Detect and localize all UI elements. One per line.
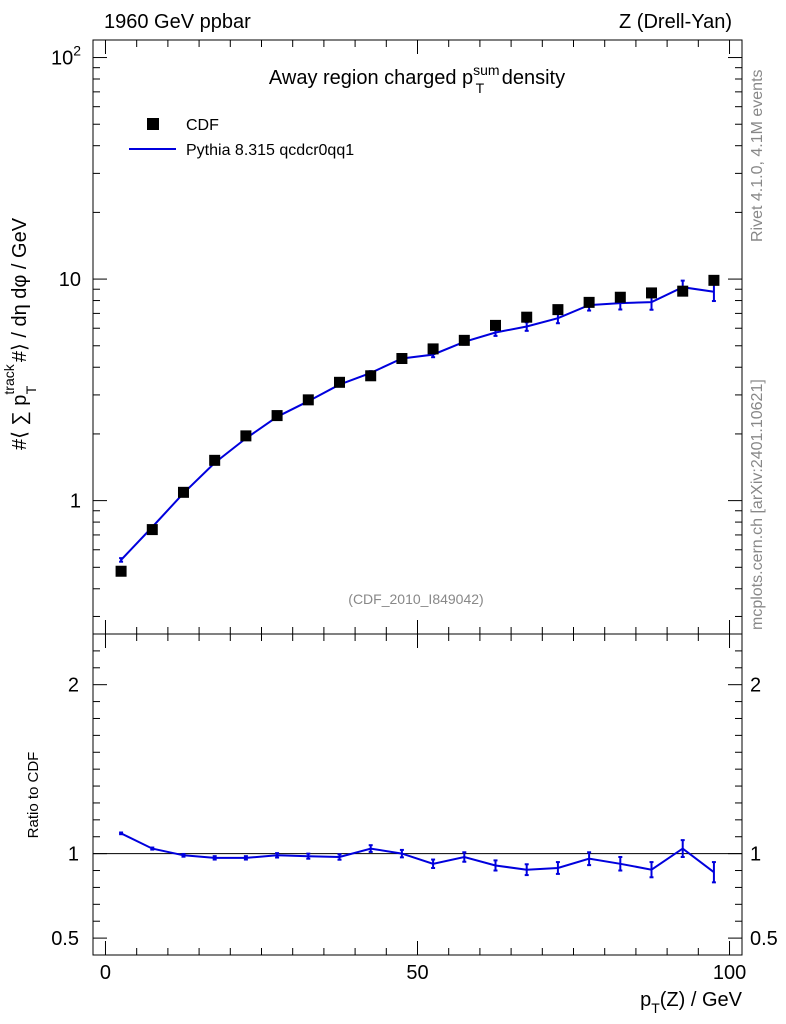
pythia-line bbox=[120, 286, 715, 561]
cdf-data-point bbox=[333, 376, 345, 388]
cdf-data-point bbox=[458, 334, 470, 346]
main-title: Away region charged psum T density bbox=[269, 62, 565, 96]
cdf-data-point bbox=[240, 430, 252, 442]
x-tick-label: 0 bbox=[100, 962, 111, 984]
cdf-data-point bbox=[614, 291, 626, 303]
ratio-y-tick-label-right: 1 bbox=[750, 844, 761, 866]
x-tick-label: 50 bbox=[406, 962, 428, 984]
header-right-label: Z (Drell-Yan) bbox=[619, 11, 732, 33]
cdf-data-point bbox=[521, 311, 533, 323]
cdf-data-point bbox=[115, 565, 127, 577]
main-ylabel: #⟨ ∑ ptrack T #⟩ / dη dφ / GeV bbox=[1, 217, 39, 450]
cdf-data-point bbox=[708, 274, 720, 286]
cdf-data-point bbox=[396, 353, 408, 365]
cdf-data-point bbox=[302, 394, 314, 406]
cdf-data-point bbox=[490, 319, 502, 331]
cdf-data-point bbox=[177, 486, 189, 498]
ratio-y-tick-label: 1 bbox=[68, 844, 79, 866]
x-axis-label: pT(Z) / GeV bbox=[640, 989, 743, 1016]
header-left-label: 1960 GeV ppbar bbox=[104, 11, 251, 33]
main-panel: 1 10 102 Away region charged psum T density… bbox=[1, 39, 743, 635]
x-tick-label: 100 bbox=[713, 962, 746, 984]
rivet-version-label: Rivet 4.1.0, 4.1M events bbox=[749, 69, 766, 242]
ratio-data-layer bbox=[93, 831, 742, 884]
main-y-tick-label: 10 bbox=[59, 269, 81, 291]
ratio-ylabel: Ratio to CDF bbox=[25, 752, 42, 839]
ratio-panel: 0.5 0.5 1 1 2 2 0 50 100 Ratio to CDF pT(Z) / Ge… bbox=[25, 633, 778, 1016]
main-y-tick-label: 1 bbox=[70, 491, 81, 513]
main-tick-labels: 1 10 102 bbox=[51, 43, 81, 513]
mcplots-label: mcplots.cern.ch [arXiv:2401.10621] bbox=[749, 379, 766, 630]
cdf-data-point bbox=[365, 370, 377, 382]
analysis-watermark: (CDF_2010_I849042) bbox=[348, 591, 483, 607]
main-y-tick-label: 102 bbox=[51, 43, 81, 70]
legend-cdf-marker bbox=[147, 118, 159, 130]
cdf-data-point bbox=[583, 296, 595, 308]
cdf-data-point bbox=[209, 454, 221, 466]
cdf-data-point bbox=[552, 304, 564, 316]
ratio-y-tick-label: 2 bbox=[68, 675, 79, 697]
ratio-y-tick-label-right: 2 bbox=[750, 675, 761, 697]
ratio-axis-ticks bbox=[93, 634, 742, 955]
cdf-data-point bbox=[427, 343, 439, 355]
ratio-y-tick-label: 0.5 bbox=[51, 928, 79, 950]
cdf-data-point bbox=[677, 285, 689, 297]
legend-cdf-label: CDF bbox=[186, 117, 219, 134]
ratio-tick-labels: 0.5 0.5 1 1 2 2 0 50 100 bbox=[51, 675, 778, 984]
cdf-data-point bbox=[271, 410, 283, 422]
main-data-layer bbox=[115, 274, 720, 577]
ratio-frame bbox=[92, 633, 743, 956]
cdf-data-point bbox=[646, 287, 658, 299]
legend-pythia-label: Pythia 8.315 qcdcr0qq1 bbox=[186, 142, 354, 159]
ratio-y-tick-label-right: 0.5 bbox=[750, 928, 778, 950]
ratio-line bbox=[120, 832, 715, 873]
cdf-data-point bbox=[146, 524, 158, 536]
legend: CDF Pythia 8.315 qcdcr0qq1 bbox=[129, 117, 354, 159]
main-axis-ticks bbox=[93, 40, 742, 634]
